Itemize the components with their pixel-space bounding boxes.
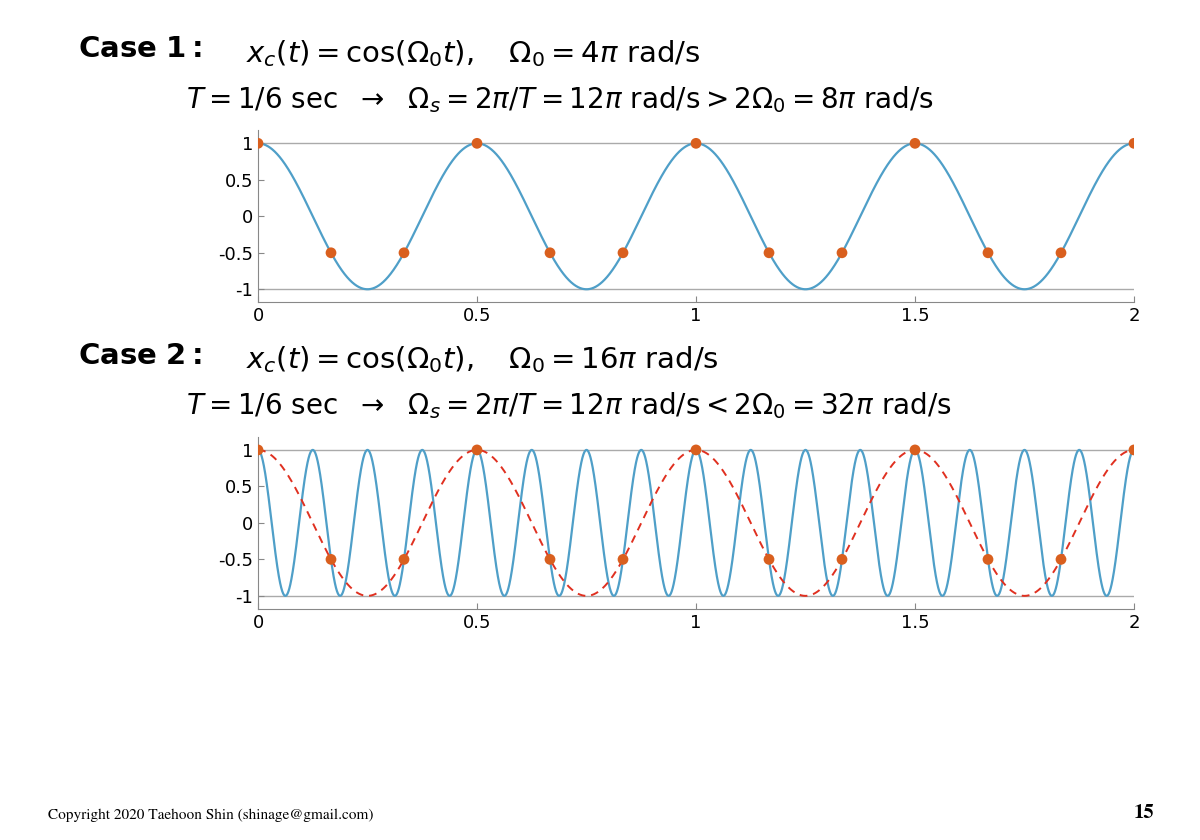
Point <box>978 553 997 566</box>
Text: $T = 1/6\ \mathrm{sec}\ \ \rightarrow\ \ \Omega_s = 2\pi / T = 12\pi\ \mathrm{ra: $T = 1/6\ \mathrm{sec}\ \ \rightarrow\ \… <box>186 391 952 422</box>
Point <box>468 137 487 150</box>
Point <box>248 137 268 150</box>
Point <box>540 246 559 260</box>
Text: $x_c(t) = \cos(\Omega_0 t),\quad \Omega_0 = 4\pi\ \mathrm{rad/s}$: $x_c(t) = \cos(\Omega_0 t),\quad \Omega_… <box>246 38 701 69</box>
Point <box>468 444 487 457</box>
Point <box>613 553 632 566</box>
Point <box>760 553 779 566</box>
Point <box>833 553 852 566</box>
Point <box>248 444 268 457</box>
Point <box>1124 137 1144 150</box>
Point <box>906 137 925 150</box>
Point <box>833 246 852 260</box>
Point <box>395 553 414 566</box>
Point <box>1051 553 1070 566</box>
Text: 15: 15 <box>1134 804 1154 822</box>
Point <box>686 137 706 150</box>
Text: Copyright 2020 Taehoon Shin (shinage@gmail.com): Copyright 2020 Taehoon Shin (shinage@gma… <box>48 808 373 822</box>
Point <box>322 246 341 260</box>
Point <box>1051 246 1070 260</box>
Point <box>395 246 414 260</box>
Point <box>686 444 706 457</box>
Point <box>978 246 997 260</box>
Text: $T = 1/6\ \mathrm{sec}\ \ \rightarrow\ \ \Omega_s = 2\pi / T = 12\pi\ \mathrm{ra: $T = 1/6\ \mathrm{sec}\ \ \rightarrow\ \… <box>186 84 934 115</box>
Point <box>906 444 925 457</box>
Text: $\mathbf{Case\ 1:}$: $\mathbf{Case\ 1:}$ <box>78 38 202 63</box>
Point <box>322 553 341 566</box>
Point <box>760 246 779 260</box>
Point <box>1124 444 1144 457</box>
Point <box>540 553 559 566</box>
Text: $x_c(t) = \cos(\Omega_0 t),\quad \Omega_0 = 16\pi\ \mathrm{rad/s}$: $x_c(t) = \cos(\Omega_0 t),\quad \Omega_… <box>246 344 719 375</box>
Text: $\mathbf{Case\ 2:}$: $\mathbf{Case\ 2:}$ <box>78 344 202 370</box>
Point <box>613 246 632 260</box>
